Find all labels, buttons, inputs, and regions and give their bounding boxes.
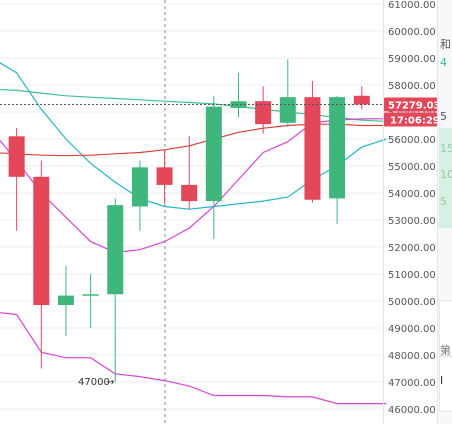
candlestick: [156, 149, 173, 204]
candlestick: [353, 86, 370, 110]
candlestick: [279, 59, 296, 127]
y-tick-label: 47000.00: [388, 378, 436, 389]
candlestick: [329, 95, 346, 225]
candle-body: [329, 97, 346, 199]
candle-body: [8, 136, 25, 177]
y-tick-label: 56000.00: [388, 135, 436, 146]
side-panel-text: 和: [440, 38, 451, 51]
min-price-label: 47000: [78, 377, 110, 388]
side-panel-text: I: [440, 374, 444, 387]
candlestick: [131, 160, 148, 231]
candle-body: [304, 97, 321, 200]
candlestick: [304, 80, 321, 203]
countdown-badge: [384, 112, 437, 127]
y-tick-label: 54000.00: [388, 189, 436, 200]
price-chart[interactable]: 61000.0060000.0059000.0058000.0057000.00…: [0, 0, 437, 424]
y-tick-label: 51000.00: [388, 270, 436, 281]
candle-body: [107, 205, 124, 295]
y-tick-label: 53000.00: [388, 216, 436, 227]
candle-body: [57, 295, 74, 306]
side-panel-card: [439, 300, 452, 356]
candlestick: [82, 274, 99, 328]
candle-body: [353, 95, 370, 105]
side-panel-text: 5: [440, 195, 447, 208]
moving-average-line: [0, 312, 387, 405]
candle-body: [230, 101, 247, 108]
side-panel-highlight: [439, 128, 452, 228]
y-tick-label: 55000.00: [388, 162, 436, 173]
candlestick: [107, 198, 124, 382]
candle-body: [82, 294, 99, 296]
y-tick-label: 50000.00: [388, 297, 436, 308]
grid-lines: [0, 3, 382, 410]
side-panel-text: 15: [440, 142, 452, 155]
last-price-badge: [384, 97, 437, 112]
y-tick-label: 60000.00: [388, 27, 436, 38]
side-panel-text: 第: [440, 344, 451, 357]
side-panel-text: 4: [440, 56, 447, 69]
y-tick-label: 46000.00: [388, 405, 436, 416]
candlestick: [230, 72, 247, 118]
candlesticks: [8, 59, 370, 382]
countdown-label: 17:06:29: [390, 115, 437, 126]
side-panel-text: 5: [440, 110, 447, 123]
candle-body: [279, 97, 296, 123]
y-tick-label: 49000.00: [388, 324, 436, 335]
candle-body: [131, 167, 148, 207]
moving-average-line: [0, 88, 387, 122]
candlestick: [181, 136, 198, 210]
y-tick-label: 59000.00: [388, 54, 436, 65]
price-badges: 57279.03 17:06:29: [384, 97, 437, 127]
y-tick-label: 61000.00: [388, 0, 436, 11]
candlestick: [8, 128, 25, 231]
moving-average-line: [0, 118, 387, 254]
candlestick: [205, 95, 222, 239]
candle-body: [33, 176, 50, 306]
candle-body: [156, 167, 173, 185]
candlestick: [33, 160, 50, 369]
moving-average-lines: [0, 62, 387, 405]
y-tick-label: 58000.00: [388, 81, 436, 92]
last-price-label: 57279.03: [388, 100, 437, 111]
candle-body: [181, 184, 198, 202]
price-axis: 61000.0060000.0059000.0058000.0057000.00…: [383, 0, 436, 424]
side-panel: 和 4 5 15 10 5 第 I: [437, 0, 452, 424]
candle-body: [255, 101, 272, 125]
y-tick-label: 52000.00: [388, 243, 436, 254]
side-panel-text: 10: [440, 168, 452, 181]
min-price-arrow: →: [106, 377, 114, 388]
side-panel-card: [439, 356, 452, 412]
candlestick: [255, 86, 272, 134]
candle-body: [205, 106, 222, 202]
y-tick-label: 48000.00: [388, 351, 436, 362]
candlestick: [57, 265, 74, 337]
